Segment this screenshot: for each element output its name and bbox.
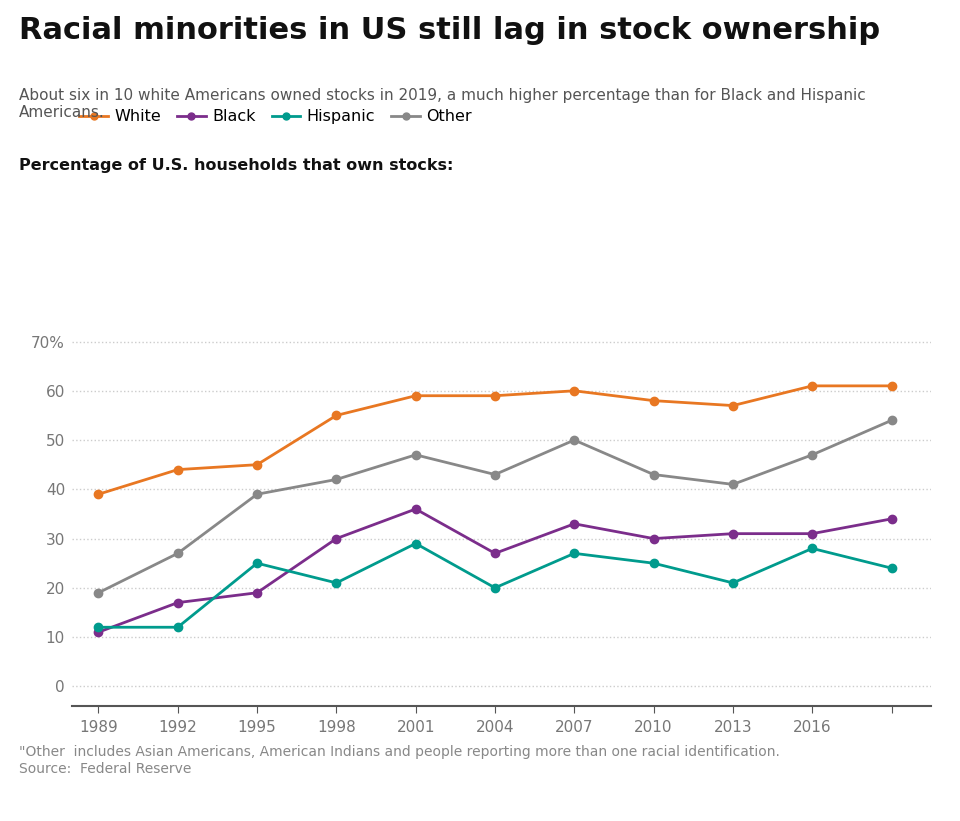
- Text: AP: AP: [878, 782, 907, 801]
- Text: "Other  includes Asian Americans, American Indians and people reporting more tha: "Other includes Asian Americans, America…: [19, 745, 780, 776]
- Text: About six in 10 white Americans owned stocks in 2019, a much higher percentage t: About six in 10 white Americans owned st…: [19, 88, 866, 120]
- Text: Racial minorities in US still lag in stock ownership: Racial minorities in US still lag in sto…: [19, 16, 880, 45]
- Text: Percentage of U.S. households that own stocks:: Percentage of U.S. households that own s…: [19, 158, 453, 172]
- Legend: White, Black, Hispanic, Other: White, Black, Hispanic, Other: [79, 109, 472, 124]
